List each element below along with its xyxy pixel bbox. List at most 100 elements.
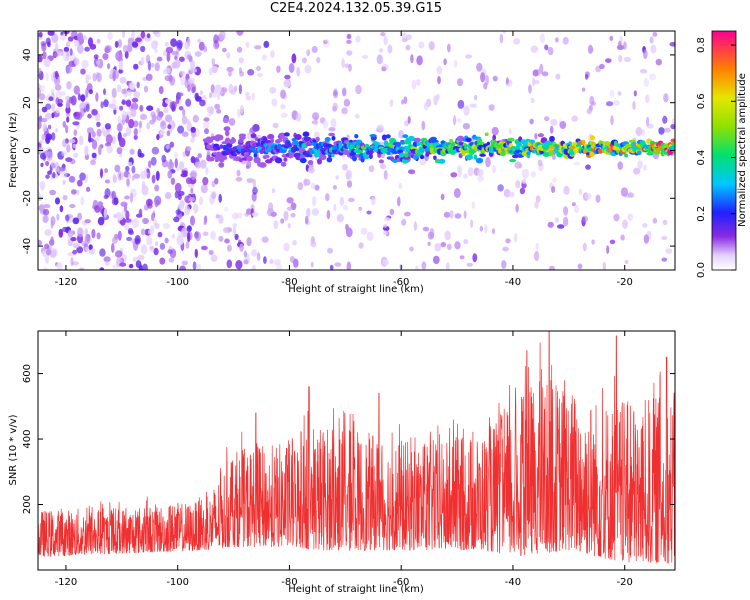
spectrogram-cell [477, 168, 484, 177]
spectrogram-cell [126, 114, 130, 124]
spectrogram-cell [156, 113, 163, 121]
spectrogram-cell [80, 68, 86, 75]
spectrogram-cell [488, 104, 495, 111]
signal-cell [581, 139, 586, 144]
signal-cell [355, 149, 363, 154]
spectrogram-cell [74, 39, 80, 47]
spectrogram-cell [107, 63, 111, 70]
spectrogram-cell [463, 210, 467, 219]
spectrogram-cell [59, 91, 66, 96]
spectrogram-cell [225, 227, 229, 234]
spectrogram-cell [306, 207, 311, 217]
spectrogram-cell [91, 139, 98, 150]
signal-cell [315, 136, 320, 142]
spectrogram-cell [73, 152, 79, 158]
spectrogram-cell [655, 58, 662, 66]
spectrogram-cell [66, 144, 71, 153]
spectrogram-cell [146, 105, 154, 111]
spectrogram-cell [114, 40, 119, 48]
x-axis-label-bottom: Height of straight line (km) [288, 584, 424, 595]
spectrogram-cell [303, 178, 311, 186]
spectrogram-cell [115, 50, 123, 61]
spectrogram-cell [130, 108, 137, 118]
colorbar-tick-label: 0.6 [696, 93, 707, 109]
spectrogram-cell [528, 84, 532, 94]
spectrogram-cell [521, 182, 527, 189]
spectrogram-cell [59, 205, 64, 213]
spectrogram-cell [51, 33, 59, 43]
spectrogram-cell [184, 195, 192, 204]
spectrogram-cell [252, 186, 258, 195]
spectrogram-cell [124, 218, 132, 223]
spectrogram-cell [222, 117, 230, 124]
signal-cell [394, 141, 402, 148]
spectrogram-cell [123, 203, 128, 213]
spectrogram-cell [311, 208, 319, 216]
spectrogram-cell [122, 31, 126, 39]
spectrogram-cell [71, 261, 79, 266]
spectrogram-cell [398, 182, 402, 190]
spectrogram-cell [312, 112, 320, 121]
spectrogram-cell [401, 99, 405, 105]
spectrogram-cell [339, 196, 344, 206]
spectrogram-cell [457, 78, 463, 87]
spectrogram-cell [72, 217, 80, 225]
spectrogram-cell [176, 167, 180, 172]
signal-cell [416, 141, 421, 147]
spectrogram-cell [618, 40, 622, 50]
spectrogram-cell [236, 31, 244, 36]
signal-cell [369, 134, 377, 138]
x-tick-label: -40 [505, 577, 521, 588]
spectrogram-cell [98, 145, 102, 156]
spectrogram-cell [416, 55, 423, 66]
spectrogram-cell [90, 248, 96, 253]
spectrogram-cell [269, 86, 277, 94]
colorbar-tick-label: 0.8 [696, 37, 707, 53]
colorbar-tick-label: 0.2 [696, 206, 707, 222]
spectrogram-cell [440, 241, 447, 248]
spectrogram-cell [140, 31, 146, 39]
spectrogram-cell [90, 159, 96, 166]
spectrogram-cell [623, 41, 627, 50]
signal-cell [413, 137, 422, 143]
x-tick-label: -20 [617, 577, 633, 588]
spectrogram-cell [205, 166, 209, 175]
spectrogram-cell [197, 153, 202, 159]
spectrogram-cell [38, 239, 43, 246]
spectrogram-cell [401, 37, 408, 43]
spectrogram-cell [251, 212, 259, 217]
signal-cell [289, 153, 294, 158]
x-axis-label-top: Height of straight line (km) [288, 284, 424, 295]
signal-cell [369, 150, 374, 154]
x-tick-label: -80 [281, 277, 297, 288]
spectrogram-cell [622, 219, 628, 229]
spectrogram-cell [584, 74, 589, 80]
spectrogram-cell [491, 126, 499, 136]
signal-cell [215, 158, 219, 163]
snr-panel: -120 -100 -80 -60 -40 -20 200 400 600 Height of… [8, 330, 676, 595]
spectrogram-cell [88, 132, 92, 143]
spectrogram-cell [133, 173, 141, 179]
spectrogram-cell [239, 71, 245, 77]
spectrogram-cell [620, 187, 629, 197]
spectrogram-cell [354, 113, 360, 119]
spectrogram-cell [169, 141, 175, 148]
spectrogram-cell [164, 41, 169, 47]
spectrogram-cell [38, 204, 45, 212]
signal-cell [385, 134, 391, 139]
spectrogram-cell [167, 160, 175, 171]
spectrogram-cell [555, 37, 559, 43]
spectrogram-cell [505, 77, 509, 85]
spectrogram-cell [462, 122, 470, 130]
signal-cell [526, 151, 531, 155]
spectrogram-cell [401, 218, 407, 226]
spectrogram-cell [88, 244, 93, 251]
spectrogram-cell [62, 139, 67, 148]
spectrogram-cell [642, 49, 648, 59]
spectrogram-cell [138, 152, 145, 158]
spectrogram-cell [167, 249, 173, 255]
spectrogram-cell [68, 60, 75, 68]
spectrogram-cell [38, 67, 42, 75]
spectrogram-cell [555, 73, 561, 80]
spectrogram-cells [38, 31, 675, 270]
